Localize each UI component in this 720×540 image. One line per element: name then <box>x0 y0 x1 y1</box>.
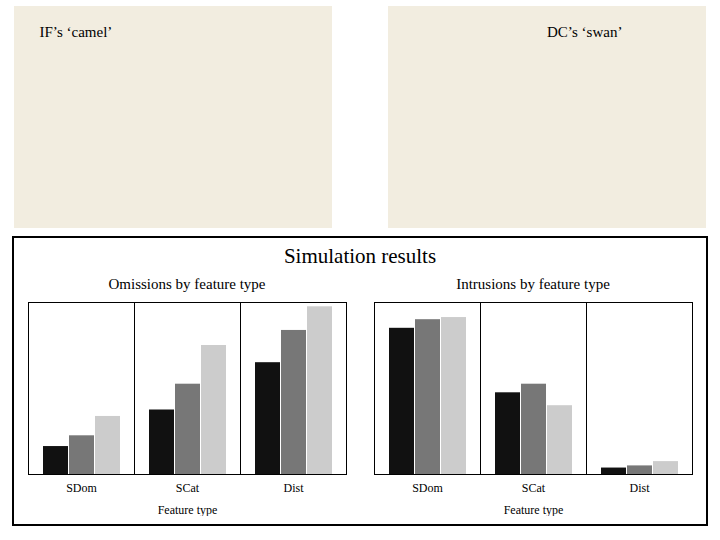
svg-text:Dist: Dist <box>629 481 650 495</box>
html-text:IF’s ‘camel’: IF’s ‘camel’ <box>39 24 113 40</box>
html-text:Omissions by feature type: Omissions by feature type <box>108 276 266 292</box>
html-text:Simulation results: Simulation results <box>283 244 437 268</box>
svg-text:Feature type: Feature type <box>504 503 564 517</box>
svg-text:SDom: SDom <box>412 481 443 495</box>
svg-text:Dist: Dist <box>283 481 304 495</box>
html-text:Intrusions by feature type: Intrusions by feature type <box>456 276 610 292</box>
svg-text:Feature type: Feature type <box>158 503 218 517</box>
svg-text:SCat: SCat <box>522 481 546 495</box>
svg-text:SDom: SDom <box>66 481 97 495</box>
svg-text:SCat: SCat <box>176 481 200 495</box>
html-text:DC’s ‘swan’: DC’s ‘swan’ <box>547 24 623 40</box>
